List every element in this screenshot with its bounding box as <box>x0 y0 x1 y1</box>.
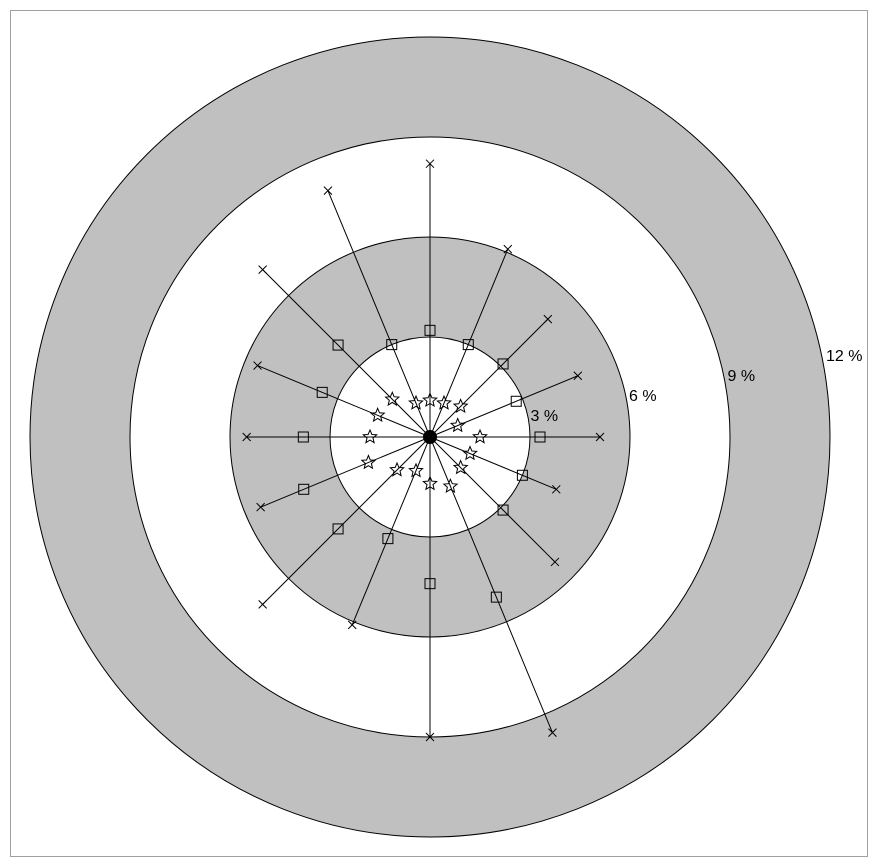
spoke <box>429 248 509 438</box>
x-marker <box>347 620 357 630</box>
r-tick-label: 3 % <box>531 408 559 425</box>
x-marker <box>323 186 333 195</box>
spoke <box>262 436 431 605</box>
star-marker <box>362 428 378 444</box>
x-marker <box>550 557 560 567</box>
square-marker <box>332 339 344 351</box>
r-tick-label: 12 % <box>826 348 862 365</box>
x-marker <box>595 432 605 442</box>
square-marker <box>516 469 528 481</box>
x-marker <box>253 361 262 370</box>
x-marker <box>256 502 265 512</box>
square-marker <box>497 504 509 516</box>
spoke <box>351 436 431 626</box>
x-marker <box>242 432 252 442</box>
spoke <box>429 436 557 490</box>
x-marker <box>503 244 513 254</box>
square-marker <box>298 483 310 495</box>
x-marker <box>425 159 435 169</box>
square-marker <box>382 533 394 545</box>
x-marker <box>258 265 268 275</box>
star-marker <box>472 428 488 444</box>
spoke <box>262 269 431 438</box>
star-marker <box>360 454 377 470</box>
square-marker <box>424 578 436 590</box>
x-marker <box>258 599 268 609</box>
square-marker <box>462 339 474 351</box>
square-marker <box>510 395 522 407</box>
x-marker <box>548 728 557 737</box>
spoke <box>429 436 553 733</box>
x-marker <box>551 484 561 494</box>
spoke <box>429 436 556 563</box>
square-marker <box>424 324 436 336</box>
star-marker <box>449 417 466 433</box>
spoke <box>260 436 431 508</box>
spoke <box>429 318 549 438</box>
x-marker <box>425 732 435 742</box>
star-marker <box>389 461 405 477</box>
square-marker <box>497 358 509 370</box>
star-marker <box>436 394 452 410</box>
r-tick-label: 9 % <box>728 368 756 385</box>
spoke <box>327 190 431 438</box>
x-marker <box>573 371 583 381</box>
star-marker <box>384 391 401 407</box>
star-marker <box>452 398 469 414</box>
star-marker <box>422 392 438 408</box>
star-marker <box>408 394 424 410</box>
square-marker <box>386 339 398 351</box>
square-marker <box>297 431 309 443</box>
star-marker <box>462 445 478 461</box>
star-marker <box>408 462 424 478</box>
square-marker <box>332 523 344 535</box>
center-dot <box>423 430 437 444</box>
square-marker <box>316 386 328 398</box>
x-marker <box>543 314 553 324</box>
r-tick-label: 6 % <box>629 388 657 405</box>
square-marker <box>490 591 502 603</box>
star-marker <box>369 406 386 423</box>
star-marker <box>452 459 469 475</box>
spoke <box>257 365 431 438</box>
star-marker <box>422 475 438 491</box>
star-marker <box>442 478 459 493</box>
square-marker <box>534 431 546 443</box>
